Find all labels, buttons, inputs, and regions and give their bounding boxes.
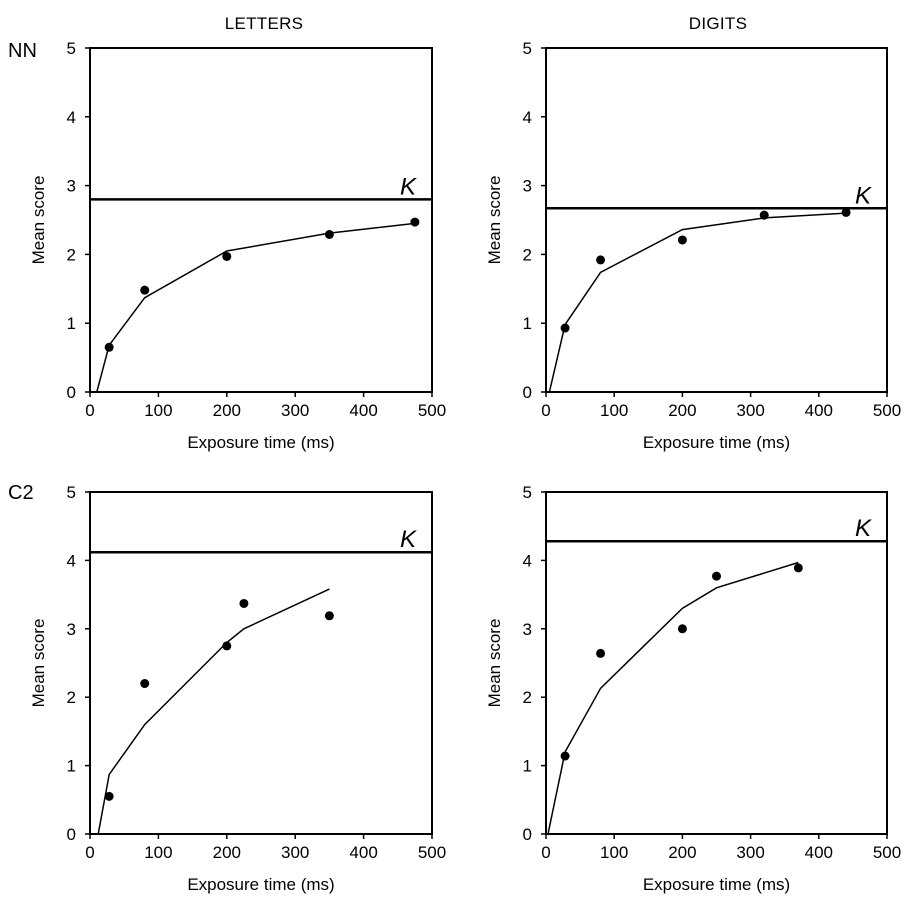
C2-letters-ytick-label-3: 3 [67,620,76,639]
column-title-letters: LETTERS [224,14,304,33]
C2-letters-x-axis-label: Exposure time (ms) [187,875,334,894]
NN-letters-xtick-label-3: 300 [281,401,309,420]
NN-digits-xtick-label-5: 500 [873,401,901,420]
NN-letters-ytick-label-4: 4 [67,108,76,127]
NN-digits-data-point-0 [560,323,570,333]
C2-digits-ytick-label-0: 0 [523,825,532,844]
NN-digits-fit-line [548,212,847,393]
C2-letters-ytick-label-0: 0 [67,825,76,844]
C2-letters-ytick-label-2: 2 [67,688,76,707]
C2-digits-ytick-label-5: 5 [523,483,532,502]
C2-digits-ytick-label-4: 4 [523,551,532,570]
C2-letters-y-axis-label: Mean score [29,619,48,708]
NN-letters-xtick-label-0: 0 [85,401,94,420]
NN-digits-xtick-label-3: 300 [736,401,764,420]
NN-digits-ytick-label-0: 0 [523,383,532,402]
column-title-digits: DIGITS [688,14,748,33]
NN-letters-ytick-label-1: 1 [67,314,76,333]
NN-digits-ytick-label-1: 1 [523,314,532,333]
C2-digits-plot-frame [545,491,888,835]
NN-digits-data-point-2 [677,235,687,245]
C2-digits-k-label: K [855,515,872,542]
NN-digits-plot-frame [545,47,888,393]
C2-letters-data-point-4 [324,611,334,621]
NN-digits-data-point-4 [841,207,851,217]
NN-letters-xtick-label-5: 500 [418,401,446,420]
NN-digits-k-label: K [855,182,872,209]
NN-digits-data-point-3 [759,210,769,220]
row-label-c2: C2 [8,482,34,504]
C2-letters-ytick-label-4: 4 [67,551,76,570]
C2-digits-data-point-3 [712,571,721,581]
C2-letters-data-point-2 [222,641,232,651]
C2-letters-xtick-label-2: 200 [213,843,241,862]
NN-letters-xtick-label-1: 100 [144,401,172,420]
NN-digits-xtick-label-1: 100 [600,401,628,420]
C2-digits-data-point-1 [596,648,606,658]
NN-letters-data-point-4 [410,217,420,227]
NN-letters-xtick-label-4: 400 [349,401,377,420]
C2-digits-xtick-label-4: 400 [805,843,833,862]
NN-letters-plot-frame [89,47,433,393]
NN-digits-xtick-label-2: 200 [668,401,696,420]
C2-letters-xtick-label-1: 100 [144,843,172,862]
NN-digits-xtick-label-4: 400 [805,401,833,420]
NN-letters-y-axis-label: Mean score [29,176,48,265]
NN-digits-ytick-label-5: 5 [523,39,532,58]
C2-letters-data-point-1 [140,679,150,689]
C2-digits-ytick-label-3: 3 [523,620,532,639]
C2-letters-xtick-label-3: 300 [281,843,309,862]
NN-letters-ytick-label-5: 5 [67,39,76,58]
C2-letters-xtick-label-4: 400 [349,843,377,862]
NN-digits-ytick-label-2: 2 [523,245,532,264]
C2-letters-k-label: K [400,526,417,553]
NN-letters-k-label: K [400,173,417,200]
NN-letters-data-point-0 [104,342,114,352]
C2-letters-plot-frame [89,491,433,835]
NN-letters-ytick-label-3: 3 [67,177,76,196]
C2-digits-xtick-label-3: 300 [736,843,764,862]
C2-digits-x-axis-label: Exposure time (ms) [643,875,790,894]
NN-letters-x-axis-label: Exposure time (ms) [187,433,334,452]
C2-letters-xtick-label-5: 500 [418,843,446,862]
row-label-nn: NN [8,40,37,62]
NN-digits-xtick-label-0: 0 [541,401,550,420]
C2-digits-xtick-label-1: 100 [600,843,628,862]
NN-letters-ytick-label-2: 2 [67,245,76,264]
NN-digits-x-axis-label: Exposure time (ms) [643,433,790,452]
C2-digits-xtick-label-5: 500 [873,843,901,862]
C2-digits-data-point-2 [677,624,687,634]
NN-letters-data-point-1 [140,285,150,295]
NN-digits-data-point-1 [596,255,606,265]
NN-digits-ytick-label-4: 4 [523,108,532,127]
C2-digits-data-point-0 [560,751,570,761]
C2-letters-data-point-3 [239,598,249,608]
C2-digits-ytick-label-2: 2 [523,688,532,707]
NN-letters-xtick-label-2: 200 [213,401,241,420]
C2-letters-data-point-0 [104,791,114,801]
C2-letters-fit-line [97,588,330,835]
C2-digits-xtick-label-2: 200 [668,843,696,862]
C2-letters-ytick-label-1: 1 [67,757,76,776]
C2-letters-ytick-label-5: 5 [67,483,76,502]
C2-digits-data-point-4 [793,563,803,573]
C2-digits-xtick-label-0: 0 [541,843,550,862]
C2-letters-xtick-label-0: 0 [85,843,94,862]
C2-digits-ytick-label-1: 1 [523,757,532,776]
NN-letters-data-point-2 [222,251,232,261]
NN-digits-y-axis-label: Mean score [485,176,504,265]
NN-letters-ytick-label-0: 0 [67,383,76,402]
C2-digits-fit-line [547,561,799,835]
NN-letters-data-point-3 [324,229,334,239]
NN-digits-ytick-label-3: 3 [523,177,532,196]
C2-digits-y-axis-label: Mean score [485,619,504,708]
NN-letters-fit-line [96,222,415,393]
